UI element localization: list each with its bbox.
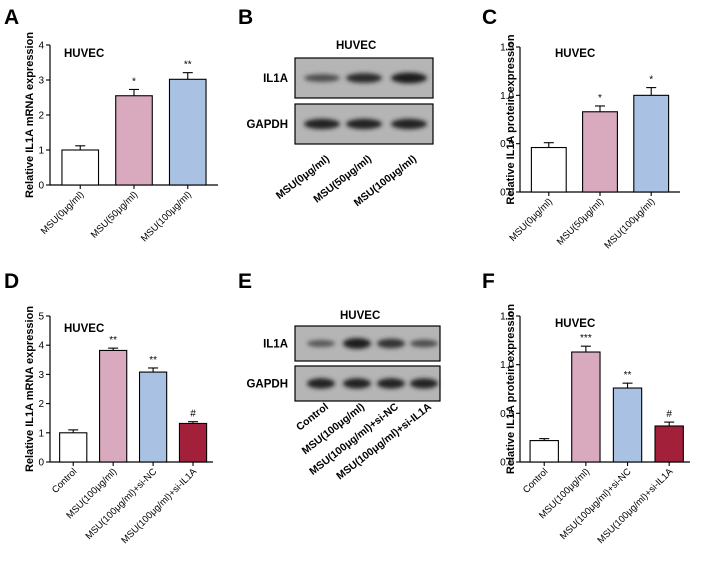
category-label: MSU(50μg/ml)	[555, 196, 606, 247]
category-label: MSU(100μg/ml)+si-NC	[558, 466, 634, 542]
category-label: MSU(100μg/ml)+si-IL1A	[119, 466, 199, 546]
bar-d-3	[138, 371, 168, 463]
blot-row-label: IL1A	[263, 73, 288, 85]
cell-label-e: HUVEC	[340, 310, 380, 322]
bar-a-1	[61, 149, 100, 186]
blot-band-il1a	[346, 73, 382, 83]
significance-mark: *	[649, 75, 653, 86]
western-blot-e: IL1AGAPDHControlMSU(100μg/ml)MSU(100μg/m…	[246, 325, 441, 482]
blot-row-label: GAPDH	[246, 379, 288, 391]
blot-band-gapdh	[307, 378, 335, 389]
cell-label-c: HUVEC	[555, 48, 595, 60]
y-tick-label: 0.0	[500, 188, 514, 199]
bar-d-4	[178, 422, 208, 463]
category-label: MSU(100μg/ml)+si-NC	[84, 466, 160, 542]
y-tick-label: 3	[38, 370, 44, 381]
significance-mark: **	[624, 370, 632, 381]
bar-a-3	[168, 78, 207, 186]
y-tick-label: 1	[38, 428, 44, 439]
y-tick-label: 4	[38, 341, 44, 352]
significance-mark: #	[666, 409, 672, 420]
panel-letter-d: D	[4, 270, 19, 293]
significance-mark: #	[190, 409, 196, 420]
western-blot-b: IL1AGAPDHMSU(0μg/ml)MSU(50μg/ml)MSU(100μ…	[246, 57, 434, 209]
y-axis-title: Relative IL1A protein expression	[505, 304, 517, 474]
cell-label-b: HUVEC	[336, 40, 376, 52]
blot-band-gapdh	[343, 378, 371, 389]
cell-label-f: HUVEC	[555, 318, 595, 330]
panel-letter-e: E	[238, 270, 252, 293]
blot-band-gapdh	[377, 378, 405, 389]
blot-band-gapdh	[391, 118, 427, 130]
blot-band-il1a	[304, 74, 340, 82]
significance-mark: **	[109, 335, 117, 346]
y-tick-label: 3	[38, 76, 44, 87]
y-tick-label: 5	[38, 312, 44, 323]
bar-c-3	[633, 94, 670, 193]
blot-band-gapdh	[346, 118, 382, 130]
bar-f-1	[529, 440, 559, 463]
bar-c-1	[530, 146, 567, 193]
significance-mark: **	[184, 60, 192, 71]
category-label: MSU(100μg/ml)	[602, 196, 657, 251]
y-tick-label: 0.5	[500, 139, 514, 150]
blot-band-il1a	[343, 338, 371, 349]
y-tick-label: 1.0	[500, 360, 514, 371]
blot-row-label: IL1A	[263, 339, 288, 351]
y-tick-label: 4	[38, 41, 44, 52]
panel-letter-c: C	[482, 6, 497, 29]
category-label: Control	[521, 466, 550, 495]
category-label: MSU(100μg/ml)	[139, 189, 194, 244]
bar-f-3	[612, 387, 643, 463]
y-tick-label: 1.5	[500, 43, 514, 54]
panel-letter-b: B	[238, 6, 253, 29]
panel-letter-f: F	[482, 270, 495, 293]
y-tick-label: 1	[38, 146, 44, 157]
y-tick-label: 0.5	[500, 409, 514, 420]
y-tick-label: 2	[38, 399, 44, 410]
bar-a-2	[115, 95, 153, 186]
blot-row-label: GAPDH	[246, 119, 288, 131]
cell-label-d: HUVEC	[64, 323, 104, 335]
bar-d-1	[59, 432, 88, 463]
category-label: MSU(100μg/ml)+si-IL1A	[596, 466, 676, 546]
bar-d-2	[99, 349, 128, 463]
y-tick-label: 1.5	[500, 312, 514, 323]
bar-f-4	[654, 425, 684, 463]
y-tick-label: 0	[38, 181, 44, 192]
y-tick-label: 0.0	[500, 458, 514, 469]
blot-band-il1a	[410, 339, 438, 348]
y-tick-label: 2	[38, 111, 44, 122]
significance-mark: *	[132, 76, 136, 87]
panel-letter-a: A	[4, 6, 19, 29]
y-axis-title: Relative IL1A protein expression	[505, 34, 517, 204]
category-label: MSU(50μg/ml)	[89, 189, 140, 240]
blot-band-gapdh	[304, 118, 340, 130]
significance-mark: ***	[580, 333, 592, 344]
blot-band-gapdh	[410, 378, 438, 389]
cell-label-a: HUVEC	[64, 48, 104, 60]
significance-mark: **	[149, 355, 157, 366]
y-tick-label: 1.0	[500, 91, 514, 102]
significance-mark: *	[598, 93, 602, 104]
category-label: MSU(0μg/ml)	[39, 189, 86, 236]
y-axis-title: Relative IL1A mRNA expression	[24, 306, 36, 472]
blot-band-il1a	[377, 338, 405, 349]
y-tick-label: 0	[38, 458, 44, 469]
category-label: Control	[50, 466, 79, 495]
blot-band-il1a	[307, 339, 335, 348]
bar-f-2	[571, 351, 601, 463]
y-axis-title: Relative IL1A mRNA expression	[24, 32, 36, 198]
bar-c-2	[582, 111, 618, 193]
blot-band-il1a	[391, 72, 427, 84]
